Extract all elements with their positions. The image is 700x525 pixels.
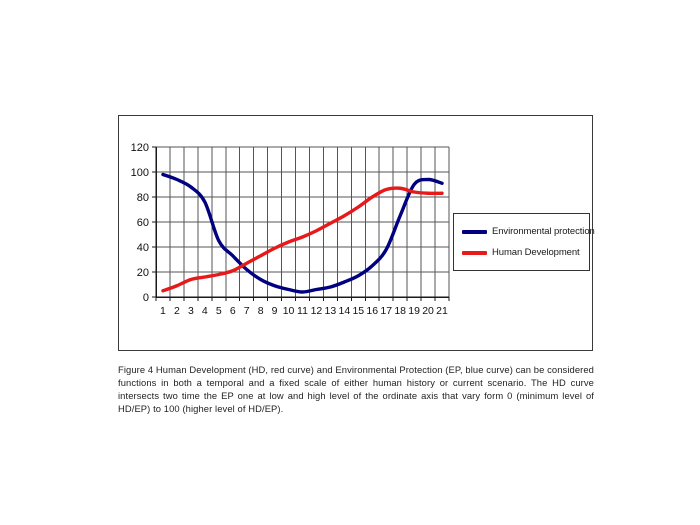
svg-text:1: 1 <box>160 305 166 317</box>
svg-text:60: 60 <box>137 217 149 229</box>
series-curve-1 <box>161 186 444 293</box>
legend-item-human-development: Human Development <box>462 247 589 258</box>
svg-text:20: 20 <box>137 267 149 279</box>
svg-text:80: 80 <box>137 192 149 204</box>
gridlines <box>156 146 450 298</box>
svg-text:3: 3 <box>188 305 194 317</box>
environmental-protection-line-swatch <box>462 229 487 234</box>
svg-text:21: 21 <box>436 305 448 317</box>
svg-text:19: 19 <box>408 305 420 317</box>
svg-text:120: 120 <box>131 142 149 154</box>
human-development-line-swatch <box>462 250 487 255</box>
svg-text:11: 11 <box>297 305 308 317</box>
series-lines <box>161 172 444 294</box>
svg-text:9: 9 <box>272 305 278 317</box>
svg-text:4: 4 <box>202 305 208 317</box>
svg-text:5: 5 <box>216 305 222 317</box>
svg-text:7: 7 <box>244 305 250 317</box>
series-curve-0 <box>161 172 444 294</box>
svg-text:6: 6 <box>230 305 236 317</box>
svg-text:20: 20 <box>422 305 434 317</box>
svg-text:2: 2 <box>174 305 180 317</box>
legend-label-environmental-protection: Environmental protection <box>492 226 595 237</box>
axes <box>152 146 450 301</box>
legend-label-human-development: Human Development <box>492 247 580 258</box>
legend-item-environmental-protection: Environmental protection <box>462 226 595 237</box>
chart-frame: 0 20 40 60 80 100 120 1 2 3 4 5 6 7 8 9 10 11 12 13 14 15 16 17… <box>118 115 595 351</box>
svg-text:14: 14 <box>339 305 351 317</box>
svg-text:8: 8 <box>258 305 264 317</box>
svg-text:100: 100 <box>131 167 149 179</box>
svg-text:16: 16 <box>366 305 378 317</box>
svg-text:10: 10 <box>283 305 295 317</box>
legend: Environmental protection Human Developme… <box>453 213 595 271</box>
svg-text:0: 0 <box>143 292 149 304</box>
svg-text:17: 17 <box>380 305 392 317</box>
svg-text:12: 12 <box>311 305 323 317</box>
svg-text:13: 13 <box>325 305 337 317</box>
svg-text:15: 15 <box>352 305 364 317</box>
svg-text:18: 18 <box>394 305 406 317</box>
svg-text:40: 40 <box>137 242 149 254</box>
figure-caption: Figure 4 Human Development (HD, red curv… <box>118 364 594 414</box>
